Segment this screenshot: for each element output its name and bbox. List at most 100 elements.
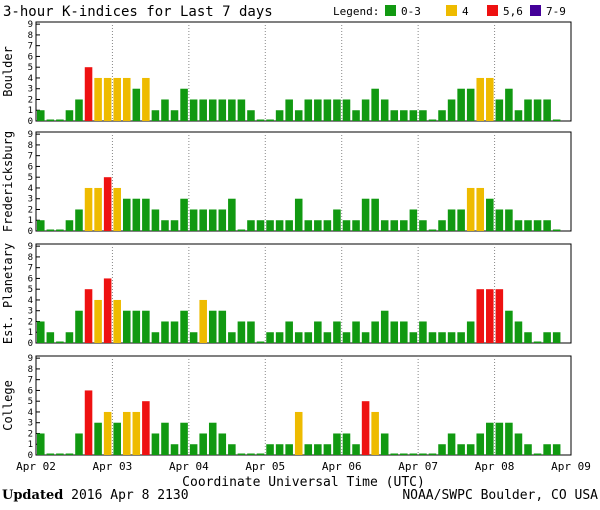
k-bar-est-planetary [361,332,370,343]
k-bar-est-planetary [352,321,360,343]
k-bar-college [371,411,379,455]
k-bar-est-planetary [37,321,45,343]
k-bar-boulder [457,88,465,121]
k-bar-boulder [132,88,141,121]
k-bar-college [170,444,179,455]
k-bar-boulder [84,67,93,121]
k-bar-fredericksburg [486,198,494,231]
k-bar-college [228,444,236,455]
k-bar-est-planetary [514,321,523,343]
k-bar-fredericksburg [37,220,45,231]
k-bar-boulder [122,77,131,121]
y-tick-label: 9 [28,130,33,140]
k-bar-boulder [476,77,485,121]
k-bar-fredericksburg [208,209,217,231]
k-bar-est-planetary [476,289,485,343]
k-bar-est-planetary [208,310,217,343]
k-bar-fredericksburg [294,198,303,231]
k-bar-est-planetary [189,332,198,343]
x-tick-label: Apr 04 [169,460,209,473]
k-bar-est-planetary [75,310,83,343]
k-bar-college [457,444,465,455]
k-bar-fredericksburg [533,220,542,231]
k-bar-fredericksburg [371,198,379,231]
k-bar-college [142,401,150,455]
x-tick-label: Apr 08 [475,460,515,473]
y-tick-label: 6 [28,386,33,396]
updated-label: Updated [2,488,64,503]
k-bar-boulder [266,119,274,121]
k-bar-fredericksburg [247,220,255,231]
x-tick-label: Apr 02 [16,460,56,473]
k-bar-college [275,444,284,455]
legend-item-label-2: 4 [462,5,469,18]
k-bar-fredericksburg [275,220,284,231]
k-bar-fredericksburg [543,220,551,231]
k-bar-est-planetary [237,321,246,343]
k-bar-college [208,422,217,455]
k-bar-college [380,433,389,455]
legend-item-label-1: 0-3 [401,5,421,18]
y-tick-label: 6 [28,274,33,284]
k-bar-college [266,444,274,455]
k-bar-est-planetary [419,321,427,343]
y-tick-label: 6 [28,162,33,172]
k-bar-est-planetary [380,310,389,343]
k-bar-boulder [56,119,64,121]
k-bar-boulder [304,99,313,121]
k-bar-est-planetary [228,332,236,343]
k-bar-fredericksburg [342,220,351,231]
y-tick-label: 4 [28,296,33,306]
k-bar-college [180,422,188,455]
k-bar-est-planetary [438,332,446,343]
k-bar-boulder [552,119,561,121]
y-tick-label: 3 [28,419,33,429]
k-bar-boulder [189,99,198,121]
legend-swatch-1 [385,5,396,16]
k-bar-est-planetary [122,310,131,343]
k-bar-college [476,433,485,455]
k-bar-fredericksburg [170,220,179,231]
k-bar-college [237,453,246,455]
k-bar-college [543,444,551,455]
k-bar-boulder [333,99,341,121]
k-bar-boulder [514,110,523,121]
panel-label-boulder: Boulder [1,46,15,97]
k-bar-college [122,411,131,455]
k-bar-boulder [371,88,379,121]
legend-swatch-4 [530,5,541,16]
y-tick-label: 7 [28,376,33,386]
k-bar-college [294,411,303,455]
k-bar-fredericksburg [256,220,265,231]
k-bar-boulder [275,110,284,121]
k-bar-fredericksburg [361,198,370,231]
k-bar-est-planetary [333,321,341,343]
k-bar-boulder [486,77,494,121]
k-bar-fredericksburg [438,220,446,231]
k-bar-boulder [218,99,227,121]
k-bar-est-planetary [199,299,207,343]
k-bar-est-planetary [94,299,102,343]
x-tick-label: Apr 05 [245,460,285,473]
k-bar-boulder [323,99,332,121]
k-bar-est-planetary [400,321,408,343]
y-tick-label: 5 [28,173,33,183]
k-bar-boulder [409,110,418,121]
k-bar-fredericksburg [466,187,475,231]
k-bar-boulder [419,110,427,121]
x-tick-label: Apr 03 [93,460,133,473]
k-bar-fredericksburg [352,220,360,231]
k-bar-college [342,433,351,455]
k-bar-college [447,433,456,455]
k-bar-boulder [208,99,217,121]
k-bar-college [361,401,370,455]
k-bar-college [151,433,160,455]
k-bar-fredericksburg [428,229,437,231]
k-bar-boulder [428,119,437,121]
k-bar-boulder [46,119,55,121]
k-bar-boulder [314,99,322,121]
legend-swatch-3 [487,5,498,16]
k-bar-est-planetary [161,321,169,343]
k-bar-fredericksburg [476,187,485,231]
x-tick-label: Apr 07 [398,460,438,473]
